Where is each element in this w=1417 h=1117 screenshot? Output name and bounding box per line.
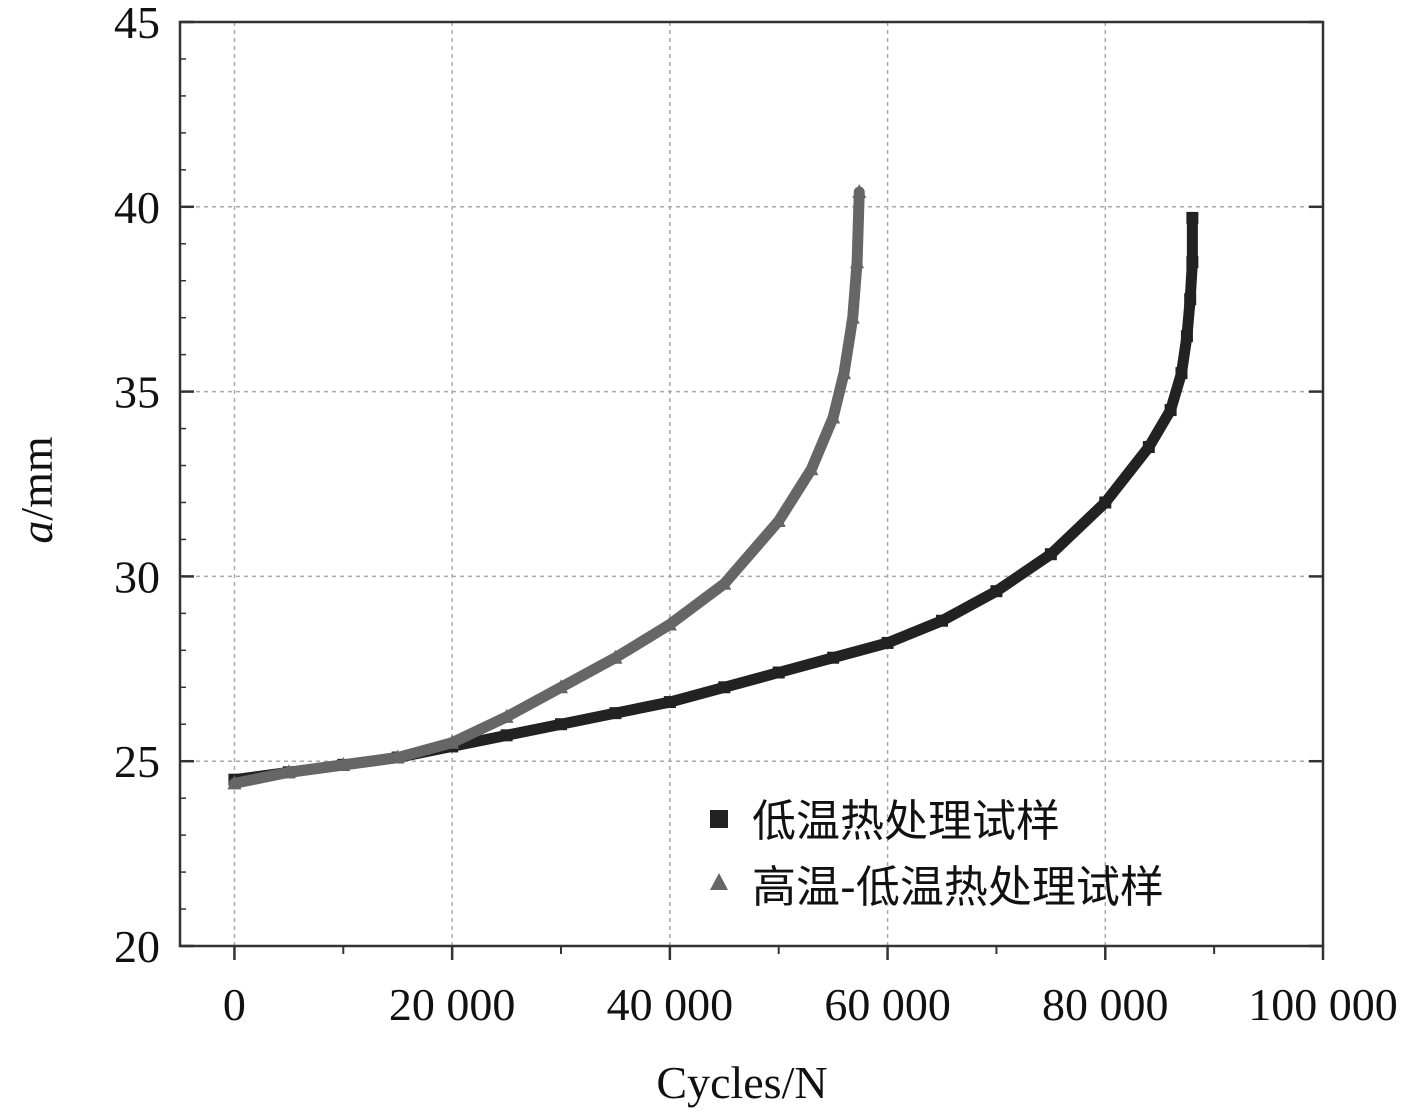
data-point-square [500, 729, 513, 742]
legend-label-high-low-temp: 高温-低温热处理试样 [752, 862, 1164, 913]
data-point-square [827, 651, 840, 664]
data-point-triangle [852, 184, 867, 199]
x-tick-label: 100 000 [1248, 979, 1398, 1030]
data-point-square [772, 666, 785, 679]
x-axis-title: Cycles/N [656, 1057, 827, 1108]
data-point-square [718, 681, 731, 694]
data-point-triangle [390, 749, 405, 764]
y-tick-label: 25 [114, 736, 160, 787]
y-tick-label: 45 [114, 0, 160, 48]
series-trace [228, 212, 1198, 786]
data-point-square [555, 718, 567, 731]
data-point-square [1180, 330, 1193, 343]
legend: 低温热处理试样 高温-低温热处理试样 [710, 796, 1164, 913]
data-point-square [1186, 256, 1199, 269]
plot-frame [178, 20, 1325, 948]
data-point-square [663, 696, 676, 709]
data-point-triangle [771, 512, 786, 527]
data-point-square [936, 614, 948, 627]
y-tick-label: 30 [114, 551, 160, 602]
data-point-triangle [554, 679, 568, 694]
data-point-triangle [804, 461, 819, 476]
data-point-triangle [826, 409, 841, 424]
tick-labels: 0 20 000 40 000 60 000 80 000 100 000 20 25 30 35… [114, 0, 1398, 1030]
data-point-square [881, 636, 894, 649]
legend-label-low-temp: 低温热处理试样 [752, 796, 1060, 847]
data-point-square [1044, 548, 1057, 561]
ticks [180, 20, 1325, 960]
data-point-triangle [336, 756, 351, 771]
grid [180, 22, 1323, 946]
data-point-square [1164, 404, 1177, 417]
data-point-triangle [499, 708, 514, 723]
data-point-triangle [445, 734, 460, 749]
data-point-triangle [717, 575, 732, 590]
legend-marker-triangle [710, 873, 728, 890]
x-tick-label: 80 000 [1042, 979, 1169, 1030]
data-point-triangle [850, 254, 865, 269]
data-point-square [609, 707, 622, 720]
data-point-triangle [837, 365, 852, 380]
data-point-square [1184, 293, 1197, 306]
data-point-triangle [845, 309, 860, 324]
data-point-triangle [608, 649, 623, 664]
x-tick-label: 40 000 [607, 979, 734, 1030]
data-point-triangle [281, 764, 296, 779]
data-point-square [1099, 496, 1112, 509]
data-point-triangle [662, 616, 677, 631]
y-axis-title-unit: /mm [11, 436, 62, 521]
x-tick-label: 60 000 [824, 979, 951, 1030]
y-tick-label: 35 [114, 367, 160, 418]
x-tick-label: 0 [223, 979, 246, 1030]
y-tick-label: 40 [114, 182, 160, 233]
data-point-square [1142, 441, 1155, 454]
y-tick-label: 20 [114, 921, 160, 972]
data-point-square [1175, 367, 1188, 380]
series-2 [227, 184, 867, 790]
series-1 [228, 211, 1199, 786]
x-tick-label: 20 000 [389, 979, 516, 1030]
y-axis-title: a/mm [11, 436, 62, 544]
y-axis-title-var: a [11, 521, 62, 544]
data-point-square [1186, 211, 1199, 224]
plot-series [227, 184, 1199, 790]
legend-marker-square [710, 810, 728, 828]
series-trace [228, 186, 865, 789]
data-point-triangle [227, 775, 242, 790]
data-point-square [990, 585, 1003, 598]
